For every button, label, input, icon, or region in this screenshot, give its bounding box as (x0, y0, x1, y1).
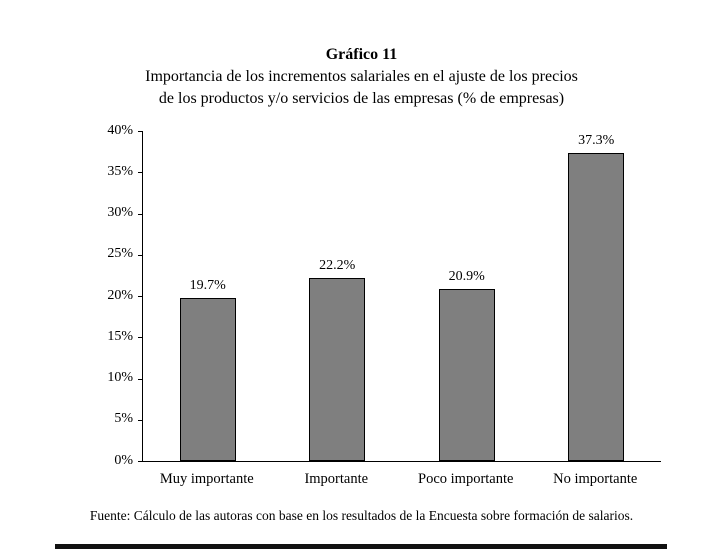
chart-subtitle-line-2: de los productos y/o servicios de las em… (158, 90, 565, 107)
y-tick-mark (138, 461, 143, 462)
y-tick-label: 10% (107, 370, 133, 386)
bar-value-label: 37.3% (578, 133, 615, 149)
source-note: Fuente: Cálculo de las autoras con base … (89, 508, 634, 523)
x-axis-labels: Muy importante Importante Poco importante N… (142, 471, 660, 488)
x-category-label: No importante (553, 471, 638, 487)
y-tick-label: 35% (107, 163, 133, 179)
y-tick-label: 30% (107, 205, 133, 221)
y-tick-mark (138, 172, 143, 174)
y-tick-mark (138, 337, 143, 339)
x-category-label: Muy importante (159, 471, 254, 487)
y-tick-label: 5% (114, 411, 133, 427)
y-tick-label: 25% (107, 246, 133, 262)
plot-area: 0% 5% 10% 15% 20% 25% 30% 35% 40% 19.7% 22.2% 20.9%… (107, 123, 662, 468)
bar-muy-importante (179, 298, 236, 461)
bar-importante (309, 277, 366, 461)
y-tick-label: 15% (107, 328, 133, 344)
y-tick-label: 0% (114, 452, 133, 468)
y-tick-mark (138, 378, 143, 380)
y-tick-mark (138, 419, 143, 421)
bar-value-label: 19.7% (189, 278, 226, 294)
bar-value-label: 20.9% (448, 268, 485, 284)
bar-value-label: 22.2% (319, 257, 356, 273)
bar-slot: 22.2% (273, 131, 403, 461)
y-tick-mark (138, 131, 143, 132)
chart-title: Gráfico 11 (325, 46, 398, 63)
chart-subtitle-line-1: Importancia de los incrementos salariale… (145, 68, 578, 85)
y-tick-mark (138, 213, 143, 215)
bar-slot: 19.7% (143, 131, 273, 461)
bar-slot: 37.3% (532, 131, 662, 461)
y-tick-mark (138, 296, 143, 297)
y-tick-mark (138, 254, 143, 256)
bar-slot: 20.9% (402, 131, 532, 461)
bar-poco-importante (438, 288, 495, 461)
y-tick-label: 20% (107, 287, 133, 303)
y-tick-label: 40% (107, 122, 133, 138)
x-category-label: Poco importante (418, 471, 514, 487)
x-category-label: Importante (304, 471, 369, 487)
bar-no-importante (568, 153, 625, 461)
page-bottom-rule (55, 544, 667, 549)
